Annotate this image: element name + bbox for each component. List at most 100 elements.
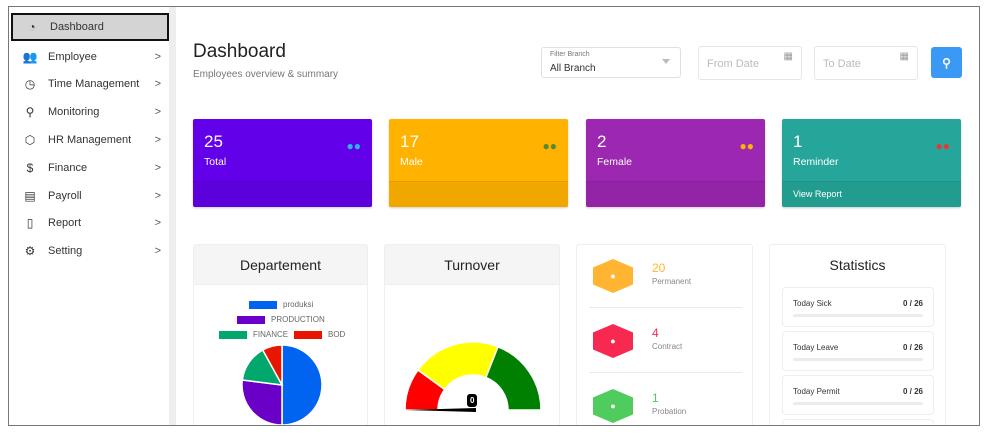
sidebar-scrollbar[interactable] [169, 7, 176, 425]
statistic-label: Today Leave [793, 343, 839, 352]
legend-item[interactable]: BOD [294, 330, 345, 339]
branch-filter-value: All Branch [550, 63, 596, 74]
statistic-label: Today Permit [793, 387, 840, 396]
statistic-label: Today Sick [793, 299, 832, 308]
sidebar-item-hr-management[interactable]: ⬡ HR Management > [11, 126, 169, 153]
employment-label: Contract [652, 342, 683, 351]
clock-icon: ◷ [24, 77, 36, 92]
statistic-value: 0 / 26 [902, 299, 923, 308]
view-report-link[interactable]: View Report [793, 189, 842, 199]
sidebar-item-time-management[interactable]: ◷ Time Management > [11, 71, 169, 98]
sidebar-item-label: Employee [48, 50, 97, 63]
gauge-icon: ◔ [28, 20, 36, 34]
branch-filter-caption: Filter Branch [550, 51, 590, 58]
turnover-title: Turnover [385, 245, 559, 285]
chevron-right-icon: > [154, 245, 161, 258]
chevron-right-icon: > [154, 133, 161, 146]
legend-item[interactable]: PRODUCTION [237, 315, 325, 324]
chevron-right-icon: > [154, 106, 161, 119]
card-label: Total [204, 156, 227, 168]
sidebar-item-label: Payroll [48, 189, 82, 202]
gauge-value-label: 0 [467, 394, 478, 407]
users-icon: 👥 [22, 49, 38, 64]
department-panel: Departement produksi PRODUCTION FINANCE … [193, 244, 368, 425]
user-icon: ● [610, 336, 616, 346]
gauge-needle [405, 408, 476, 412]
stat-card-male: 17 Male ●● [389, 119, 568, 207]
statistic-progress-bar [793, 402, 923, 405]
gear-icon: ⚙ [24, 244, 36, 259]
sidebar-item-label: Dashboard [50, 21, 104, 33]
employment-count: 20 [652, 261, 666, 275]
sidebar-item-label: Monitoring [48, 106, 100, 119]
card-value: 25 [204, 132, 223, 151]
sidebar-item-setting[interactable]: ⚙ Setting > [11, 238, 169, 265]
card-footer [193, 181, 372, 207]
employment-type-panel: ● 20 Permanent ● 4 Contract ● 1 Probation [576, 244, 753, 425]
statistics-title: Statistics [829, 257, 886, 273]
statistic-item: Today Leave 0 / 26 [782, 331, 934, 371]
to-date-input[interactable]: To Date ▦ [814, 46, 918, 80]
caret-down-icon [662, 59, 670, 64]
statistic-progress-bar [793, 358, 923, 361]
pie-slice-produksi[interactable] [281, 344, 323, 425]
box-icon: ⬡ [24, 132, 36, 147]
sidebar-item-label: Time Management [48, 78, 140, 91]
search-icon: ⚲ [942, 55, 951, 70]
stat-card-total: 25 Total ●● [193, 119, 372, 207]
pie-slice-bod[interactable] [261, 344, 283, 386]
legend-label: PRODUCTION [271, 315, 325, 324]
employment-count: 1 [652, 391, 659, 405]
stat-card-female: 2 Female ●● [586, 119, 765, 207]
file-icon: ▯ [26, 216, 34, 231]
sidebar-item-label: Report [48, 217, 82, 230]
sidebar: ◔ Dashboard 👥 Employee > ◷ Time Management > ⚲ Mo… [9, 7, 169, 425]
statistic-progress-bar [793, 314, 923, 317]
sidebar-item-dashboard[interactable]: ◔ Dashboard [11, 13, 169, 41]
employment-count: 4 [652, 326, 659, 340]
divider [589, 307, 742, 308]
dollar-icon: $ [26, 160, 34, 175]
employment-label: Probation [652, 407, 687, 416]
legend-label: produksi [283, 300, 314, 309]
sidebar-item-label: HR Management [48, 133, 132, 146]
chevron-right-icon: > [154, 78, 161, 91]
branch-filter-select[interactable]: Filter Branch All Branch [541, 47, 681, 78]
map-pin-icon: ⚲ [25, 105, 35, 120]
app-window: ◔ Dashboard 👥 Employee > ◷ Time Management > ⚲ Mo… [8, 6, 980, 426]
card-value: 17 [400, 132, 419, 151]
card-footer [389, 181, 568, 207]
employment-hex-icon: ● [593, 259, 633, 293]
user-icon: ● [610, 401, 616, 411]
chevron-right-icon: > [154, 217, 161, 230]
book-icon: ▤ [24, 188, 36, 203]
card-footer [586, 181, 765, 207]
employment-hex-icon: ● [593, 324, 633, 358]
sidebar-item-label: Finance [48, 161, 88, 174]
statistic-value: 0 / 26 [902, 387, 923, 396]
search-button[interactable]: ⚲ [931, 47, 962, 78]
sidebar-item-monitoring[interactable]: ⚲ Monitoring > [11, 99, 169, 126]
from-date-input[interactable]: From Date ▦ [698, 46, 802, 80]
turnover-panel: Turnover 0 [384, 244, 560, 425]
card-label: Male [400, 156, 423, 168]
employment-label: Permanent [652, 277, 692, 286]
page-title: Dashboard [193, 41, 286, 62]
card-label: Female [597, 156, 633, 168]
department-title: Departement [194, 245, 367, 285]
employment-hex-icon: ● [593, 389, 633, 423]
sidebar-item-finance[interactable]: $ Finance > [11, 154, 169, 181]
calendar-icon: ▦ [899, 51, 909, 62]
legend-item[interactable]: produksi [249, 300, 313, 309]
pie-slice-production[interactable] [241, 379, 283, 425]
legend-item[interactable]: FINANCE [219, 330, 288, 339]
sidebar-item-employee[interactable]: 👥 Employee > [11, 43, 169, 70]
sidebar-item-payroll[interactable]: ▤ Payroll > [11, 182, 169, 209]
to-date-placeholder: To Date [823, 58, 861, 70]
chevron-right-icon: > [154, 161, 161, 174]
chevron-right-icon: > [154, 189, 161, 202]
card-footer[interactable]: View Report [782, 181, 961, 207]
stat-card-reminder: 1 Reminder ●● View Report [782, 119, 961, 207]
sidebar-item-report[interactable]: ▯ Report > [11, 210, 169, 237]
statistic-item: Today Permit 0 / 26 [782, 375, 934, 415]
